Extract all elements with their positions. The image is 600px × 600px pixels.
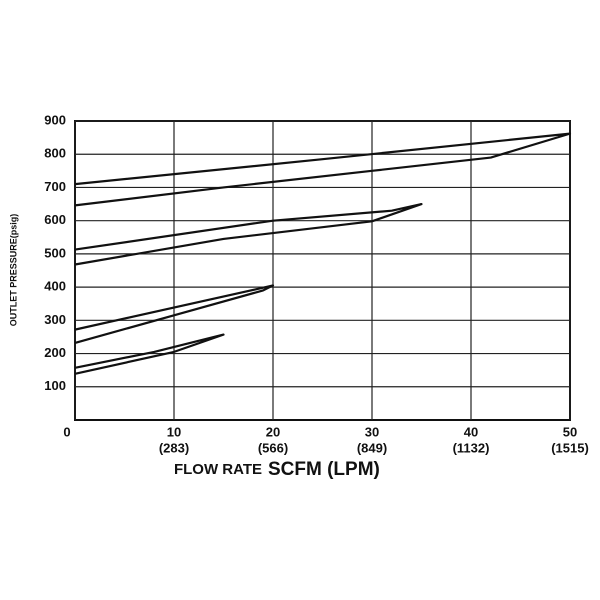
- flow-curve: [74, 132, 572, 207]
- x-tick-sublabel: (283): [159, 440, 189, 455]
- x-tick-label: 30: [365, 424, 379, 439]
- y-tick-label: 600: [44, 212, 66, 227]
- y-axis-label: OUTLET PRESSURE(psig): [8, 214, 18, 327]
- x-tick-sublabel: (566): [258, 440, 288, 455]
- y-tick-label: 900: [44, 112, 66, 127]
- flow-curve: [74, 284, 275, 344]
- x-tick-label: 20: [266, 424, 280, 439]
- x-tick-label: 40: [464, 424, 478, 439]
- x-axis-label: FLOW RATE: [174, 461, 262, 478]
- y-tick-label: 300: [44, 312, 66, 327]
- y-tick-label: 800: [44, 146, 66, 161]
- x-tick-sublabel: (1132): [453, 440, 490, 455]
- y-tick-label: 500: [44, 245, 66, 260]
- x-tick-label: 0: [63, 424, 70, 439]
- x-tick-sublabel: (849): [357, 440, 387, 455]
- x-tick-label: 10: [167, 424, 181, 439]
- y-tick-label: 200: [44, 345, 66, 360]
- x-axis-units: SCFM (LPM): [268, 459, 380, 480]
- x-tick-sublabel: (1515): [551, 440, 589, 455]
- flow-curve: [74, 202, 423, 266]
- y-tick-label: 700: [44, 179, 66, 194]
- y-tick-label: 100: [44, 378, 66, 393]
- plot-frame: [74, 120, 571, 421]
- x-tick-label: 50: [563, 424, 577, 439]
- flow-curve: [74, 333, 225, 375]
- y-tick-label: 400: [44, 279, 66, 294]
